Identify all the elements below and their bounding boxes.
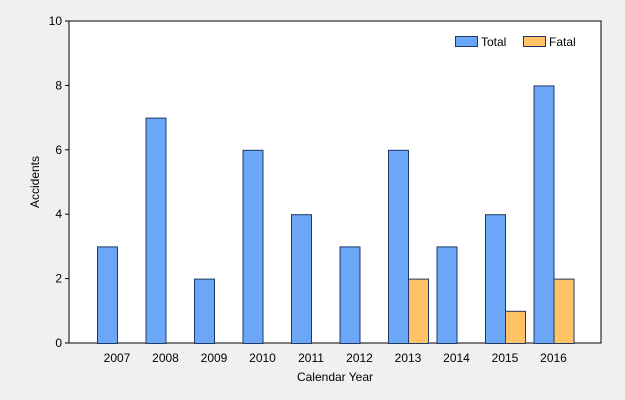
legend-swatch-total	[455, 36, 478, 47]
bar-total-2007	[97, 246, 118, 344]
bar-total-2008	[145, 117, 167, 344]
legend-swatch-fatal	[523, 36, 546, 47]
x-axis: 2007 2008 2009 2010 2011 2012 2013 2014 2015 2016	[104, 351, 568, 365]
bar-series	[97, 85, 575, 345]
x-tick-label: 2015	[492, 351, 519, 365]
x-tick-label: 2007	[104, 351, 131, 365]
y-tick-label: 8	[55, 78, 62, 92]
x-tick-label: 2013	[395, 351, 422, 365]
y-axis-title: Accidents	[28, 156, 42, 208]
x-tick-label: 2010	[249, 351, 276, 365]
bar-total-2014	[436, 246, 458, 344]
y-axis: 0 2 4 6 8 10	[49, 14, 69, 350]
bar-fatal-2016	[553, 278, 575, 345]
x-tick-label: 2009	[201, 351, 228, 365]
bar-total-2013	[388, 149, 409, 344]
bar-total-2011	[291, 214, 312, 344]
x-tick-label: 2008	[152, 351, 179, 365]
x-tick-label: 2011	[298, 351, 324, 365]
y-tick-label: 0	[55, 336, 62, 350]
x-tick-label: 2016	[540, 351, 567, 365]
legend: Total Fatal	[455, 35, 576, 49]
y-tick-label: 10	[49, 14, 63, 28]
legend-label-fatal: Fatal	[549, 35, 576, 49]
y-tick-label: 2	[55, 272, 62, 286]
bar-total-2016	[533, 85, 555, 345]
bar-fatal-2013	[408, 278, 429, 345]
bar-fatal-2015	[505, 310, 526, 344]
bar-total-2010	[242, 149, 264, 344]
legend-label-total: Total	[481, 35, 506, 49]
bar-total-2015	[485, 214, 506, 344]
x-axis-title: Calendar Year	[297, 370, 373, 384]
x-tick-label: 2014	[443, 351, 470, 365]
y-tick-label: 6	[55, 143, 62, 157]
bar-total-2012	[339, 246, 361, 344]
x-tick-label: 2012	[346, 351, 373, 365]
bar-total-2009	[194, 278, 215, 345]
y-tick-label: 4	[55, 207, 62, 221]
